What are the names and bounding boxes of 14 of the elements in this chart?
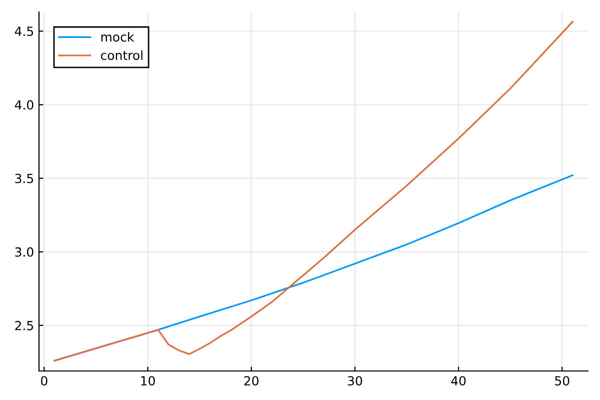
x-tick-label: 30 <box>348 376 362 386</box>
y-tick-label: 3.5 <box>15 174 34 184</box>
x-tick-label: 0 <box>41 376 48 386</box>
y-tick-label: 3.0 <box>15 247 34 257</box>
x-tick-label: 20 <box>244 376 258 386</box>
x-tick-label: 50 <box>555 376 570 386</box>
legend-label: mock <box>101 32 134 42</box>
x-tick-label: 40 <box>451 376 466 386</box>
legend-label: control <box>100 50 142 60</box>
line-series <box>54 21 574 362</box>
y-tick-label: 4.5 <box>14 26 34 36</box>
y-tick-label: 2.5 <box>15 320 34 330</box>
x-tick-label: 10 <box>141 376 155 386</box>
y-tick-label: 4.0 <box>14 100 34 110</box>
